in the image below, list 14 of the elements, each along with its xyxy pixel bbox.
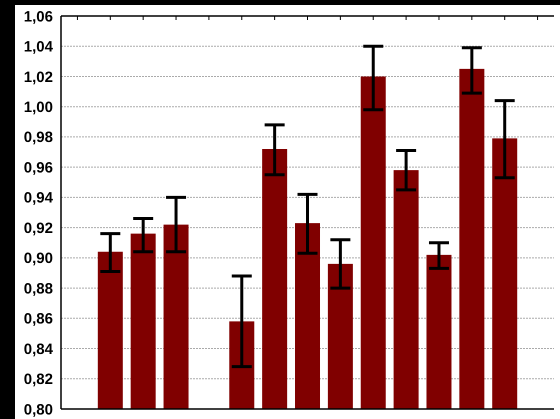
y-tick-label: 1,04	[24, 38, 54, 56]
y-tick-label: 0,98	[24, 129, 53, 146]
y-tick-label: 1,06	[24, 8, 53, 26]
y-tick-label: 0,80	[24, 401, 53, 418]
y-tick-label: 0,84	[24, 340, 54, 358]
y-tick-label: 0,86	[24, 310, 53, 328]
y-tick-label: 0,88	[24, 280, 53, 298]
y-tick-label: 1,00	[24, 99, 53, 116]
y-tick-label: 0,96	[24, 159, 53, 176]
y-tick-label: 0,92	[24, 220, 53, 237]
y-tick-label: 0,90	[24, 250, 53, 268]
y-tick-label: 0,94	[24, 190, 54, 207]
y-tick-label: 1,02	[24, 68, 53, 86]
y-tick-label: 0,82	[24, 371, 53, 388]
